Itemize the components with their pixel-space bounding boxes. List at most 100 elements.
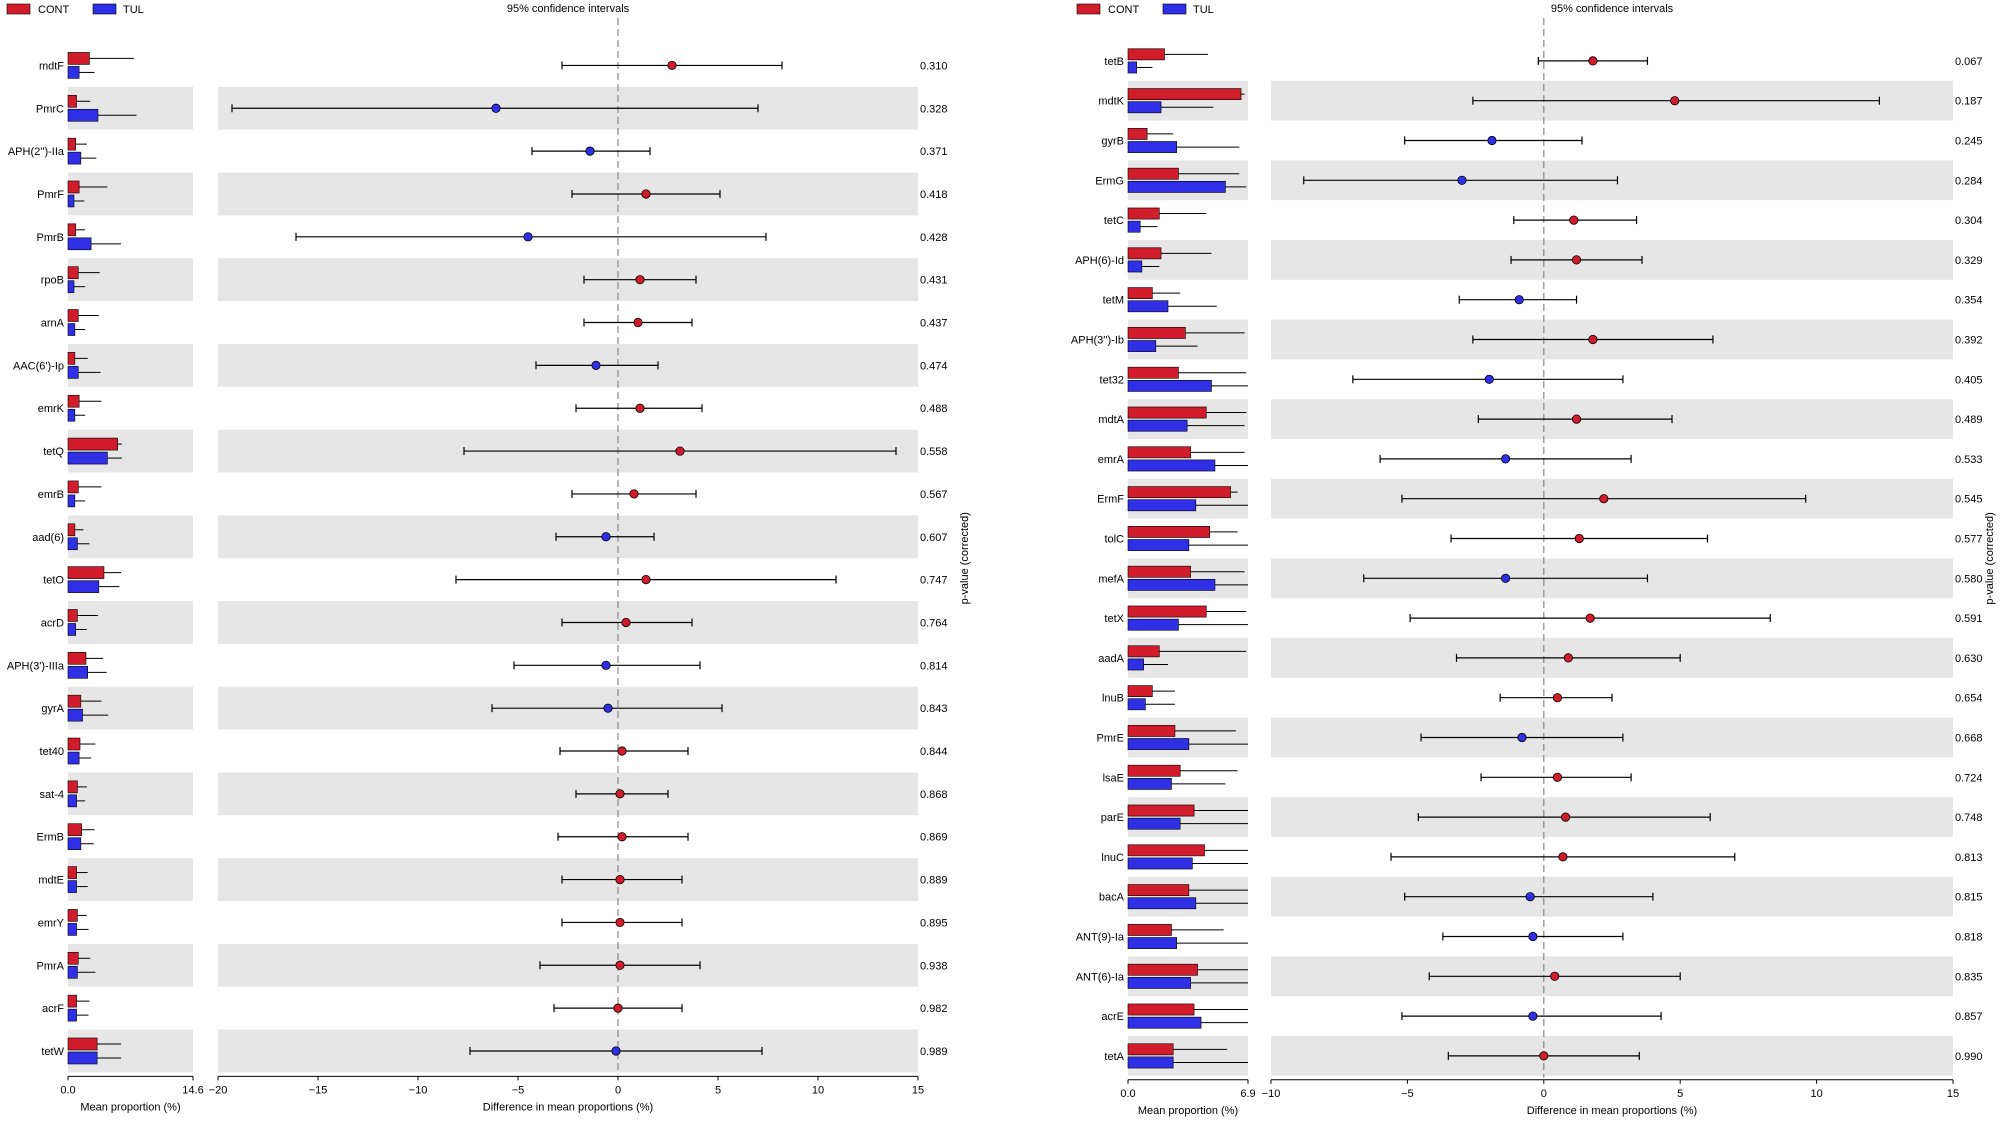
p-value: 0.284	[1955, 175, 1983, 187]
tul-bar	[67, 366, 79, 379]
cont-bar	[1127, 327, 1186, 339]
cont-bar	[1127, 804, 1195, 817]
tul-bar	[1127, 340, 1157, 352]
gene-label: acrE	[1101, 1011, 1124, 1023]
row-stripe-bar	[1128, 1036, 1248, 1076]
cont-bar	[1127, 406, 1207, 419]
diff-point	[617, 832, 627, 842]
gene-label: ErmB	[37, 832, 65, 844]
tul-bar	[1127, 61, 1137, 74]
diff-point	[629, 489, 639, 499]
diff-point	[1501, 454, 1511, 464]
p-value: 0.818	[1955, 932, 1983, 944]
gene-label: tetX	[1104, 613, 1124, 625]
p-value: 0.895	[920, 917, 948, 929]
gene-label: lsaE	[1103, 772, 1124, 784]
diff-point	[1501, 573, 1511, 583]
gene-label: acrF	[42, 1003, 64, 1015]
gene-label: mdtE	[38, 875, 64, 887]
tul-bar	[1127, 539, 1190, 551]
diff-point	[613, 1003, 623, 1013]
p-value: 0.558	[920, 446, 948, 458]
gene-label: ANT(9)-Ia	[1076, 932, 1125, 944]
tul-bar	[67, 708, 83, 722]
diff-point	[633, 317, 643, 328]
cont-bar	[1127, 963, 1198, 976]
tul-bar	[67, 494, 76, 508]
gene-label: PmrE	[1097, 733, 1125, 745]
ci-title: 95% confidence intervals	[1551, 3, 1674, 15]
tul-bar	[1127, 499, 1197, 512]
diff-x-tick-label: −20	[209, 1084, 228, 1096]
gene-label: mefA	[1098, 573, 1124, 585]
p-value: 0.990	[1955, 1051, 1983, 1063]
diff-point	[601, 660, 611, 670]
diff-point	[1569, 215, 1579, 225]
diff-point	[1528, 1011, 1538, 1021]
row-stripe-bar	[68, 686, 193, 730]
diff-point	[667, 60, 677, 71]
tul-bar	[67, 323, 76, 336]
diff-point	[1552, 772, 1563, 782]
row-stripe-bar	[1128, 478, 1248, 519]
diff-point	[491, 103, 501, 113]
p-value: 0.187	[1955, 96, 1983, 108]
p-value: 0.844	[920, 746, 948, 758]
bar-x-tick-label: 0.0	[1120, 1088, 1135, 1100]
cont-bar	[1127, 207, 1160, 220]
row-stripe-bar	[1128, 558, 1248, 599]
legend-tul-swatch	[92, 3, 117, 15]
cont-bar	[1127, 526, 1211, 538]
cont-bar	[1127, 1043, 1174, 1056]
row-stripe-diff	[218, 172, 918, 216]
tul-bar	[1127, 300, 1169, 313]
gene-label: arnA	[41, 318, 65, 330]
cont-bar	[67, 266, 79, 279]
cont-bar	[67, 352, 76, 365]
p-value: 0.989	[920, 1046, 948, 1058]
diff-point	[1571, 414, 1582, 424]
cont-bar	[67, 694, 82, 708]
cont-bar	[1127, 565, 1191, 578]
left-legend: CONT TUL	[6, 3, 144, 16]
gene-label: mdtK	[1098, 96, 1124, 108]
cont-bar	[67, 223, 77, 237]
cont-bar	[1127, 88, 1242, 100]
diff-point	[1563, 653, 1573, 663]
tul-bar	[1127, 857, 1193, 870]
diff-x-tick-label: 5	[715, 1084, 721, 1096]
diff-point	[615, 960, 625, 970]
cont-bar	[1127, 844, 1205, 857]
tul-bar	[67, 451, 108, 465]
cont-bar	[67, 94, 77, 108]
gene-label: mdtF	[39, 60, 64, 72]
p-value: 0.545	[1955, 494, 1983, 506]
cont-bar	[1127, 366, 1179, 379]
gene-label: tetO	[43, 575, 64, 587]
bar-x-axis-title: Mean proportion (%)	[1138, 1105, 1238, 1117]
tul-bar	[1127, 937, 1177, 949]
diff-x-tick-label: −15	[309, 1084, 328, 1096]
tul-bar	[1127, 1016, 1202, 1029]
diff-point	[1539, 1051, 1549, 1061]
cont-bar	[1127, 167, 1179, 180]
cont-bar	[67, 909, 78, 922]
row-stripe-diff	[218, 258, 918, 302]
diff-point	[1525, 892, 1535, 902]
tul-bar	[1127, 658, 1144, 671]
diff-point	[611, 1046, 621, 1056]
diff-point	[1558, 852, 1568, 862]
cont-bar	[1127, 48, 1165, 61]
tul-bar	[67, 108, 99, 122]
tul-bar	[1127, 459, 1216, 472]
diff-point	[621, 617, 631, 628]
p-value: 0.747	[920, 575, 948, 587]
diff-point	[1588, 334, 1598, 345]
gene-label: bacA	[1099, 892, 1125, 904]
tul-bar	[1127, 698, 1146, 711]
tul-bar	[67, 1051, 98, 1065]
gene-label: tet40	[40, 746, 64, 758]
cont-bar	[1127, 1003, 1195, 1016]
diff-point	[615, 789, 625, 799]
tul-bar	[1127, 1056, 1174, 1069]
